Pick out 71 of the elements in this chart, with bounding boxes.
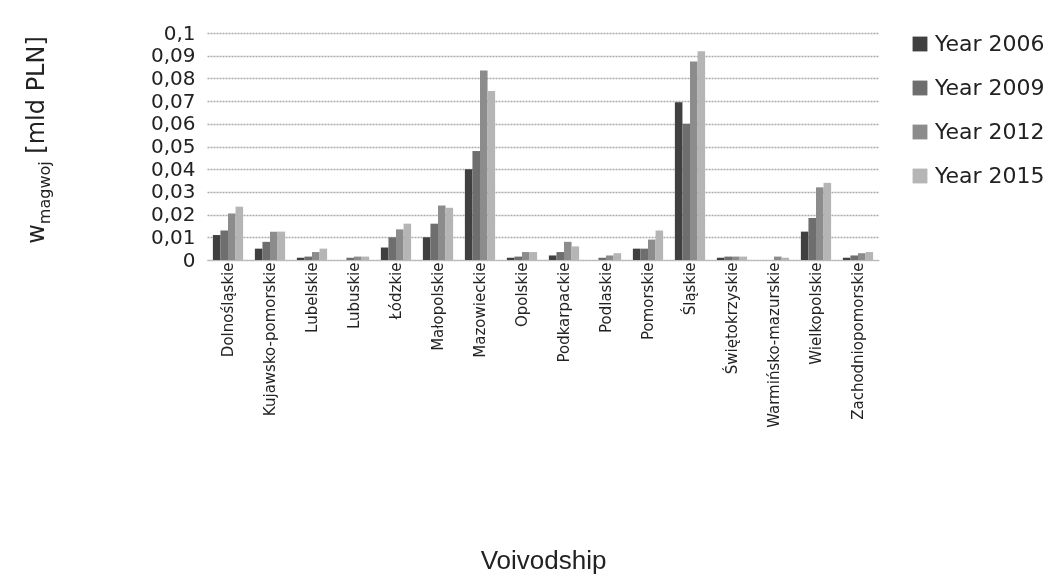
- bar: [438, 205, 446, 260]
- x-tick-label: Łódzkie: [387, 262, 405, 321]
- bar: [346, 257, 354, 260]
- bar: [800, 231, 809, 260]
- bar: [724, 256, 732, 260]
- bar: [464, 169, 473, 260]
- bar: [690, 61, 698, 260]
- bar: [606, 255, 614, 260]
- y-tick-label: 0,07: [150, 88, 196, 113]
- bar: [548, 255, 557, 260]
- x-tick-label: Małopolskie: [429, 262, 447, 351]
- bar: [808, 218, 816, 260]
- x-tick-label: Lubelskie: [303, 262, 321, 333]
- bar: [212, 235, 221, 260]
- bar: [598, 257, 606, 260]
- y-tick-label: 0,05: [150, 134, 196, 158]
- x-tick-label: Warmińsko-mazurskie: [765, 262, 783, 428]
- bar: [262, 241, 270, 260]
- x-tick-label: Świętokrzyskie: [722, 262, 741, 375]
- bar: [254, 248, 263, 260]
- bar: [422, 237, 431, 260]
- bar: [640, 248, 648, 260]
- legend-label: Year 2012: [934, 119, 1045, 144]
- legend-label: Year 2009: [934, 75, 1045, 100]
- bar: [732, 256, 740, 260]
- x-tick-label: Mazowieckie: [471, 262, 489, 358]
- bar: [312, 252, 320, 260]
- bar: [228, 213, 236, 260]
- bar: [648, 239, 656, 260]
- legend-label: Year 2006: [934, 31, 1045, 56]
- bar: [270, 231, 278, 260]
- bar: [774, 256, 782, 260]
- y-tick-label: 0,1: [163, 20, 196, 45]
- bar: [858, 253, 866, 260]
- bar: [354, 256, 362, 260]
- y-tick-label: 0,06: [150, 111, 196, 136]
- bar: [682, 123, 690, 260]
- x-tick-label: Kujawsko-pomorskie: [261, 262, 279, 417]
- x-tick-label: Wielkopolskie: [807, 262, 825, 365]
- bar: [388, 237, 396, 260]
- bar: [850, 255, 858, 260]
- bar: [304, 256, 312, 260]
- x-tick-label: Pomorskie: [639, 262, 657, 341]
- bar: [430, 223, 438, 260]
- bar: [816, 187, 824, 260]
- x-axis-title: Voivodship: [480, 544, 607, 575]
- y-tick-label: 0,03: [150, 179, 196, 204]
- bar: [472, 151, 480, 260]
- y-tick-label: 0,08: [150, 65, 196, 90]
- y-tick-label: 0: [182, 247, 196, 272]
- bar: [632, 248, 641, 260]
- x-tick-label: Podlaskie: [597, 262, 615, 333]
- bar: [564, 241, 572, 260]
- y-tick-label: 0,09: [150, 43, 196, 68]
- x-tick-label: Opolskie: [513, 262, 531, 328]
- bar: [220, 230, 228, 260]
- y-tick-label: 0,02: [150, 202, 196, 227]
- bar: [514, 256, 522, 260]
- bar: [396, 229, 404, 260]
- bar: [480, 70, 488, 260]
- x-tick-label: Zachodniopomorskie: [849, 262, 867, 420]
- bar: [674, 102, 683, 260]
- x-tick-label: Podkarpackie: [555, 262, 573, 363]
- bar: [522, 252, 530, 260]
- x-tick-label: Śląskie: [680, 262, 699, 316]
- y-tick-label: 0,01: [150, 224, 196, 249]
- legend-label: Year 2015: [934, 163, 1045, 188]
- x-tick-label: Lubuskie: [345, 262, 363, 330]
- y-tick-label: 0,04: [150, 156, 196, 181]
- bar: [556, 252, 564, 260]
- x-tick-label: Dolnośląskie: [219, 262, 237, 358]
